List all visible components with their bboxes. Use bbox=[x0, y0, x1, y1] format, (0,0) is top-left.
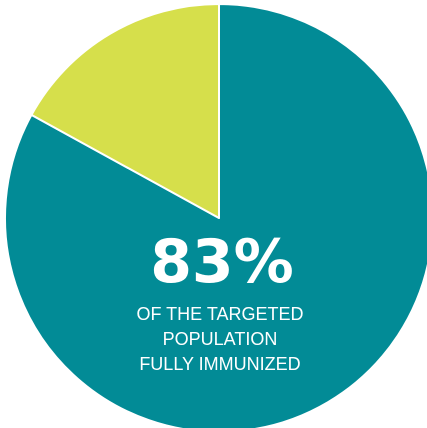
caption-line-2: POPULATION bbox=[163, 329, 278, 349]
pie-slice-1 bbox=[30, 3, 220, 219]
caption-line-1: OF THE TARGETED bbox=[136, 304, 303, 324]
pie-slice-0 bbox=[4, 3, 427, 428]
percentage-label: 83% bbox=[150, 227, 294, 297]
caption-line-3: FULLY IMMUNIZED bbox=[139, 354, 300, 374]
pie-slices bbox=[4, 3, 427, 428]
